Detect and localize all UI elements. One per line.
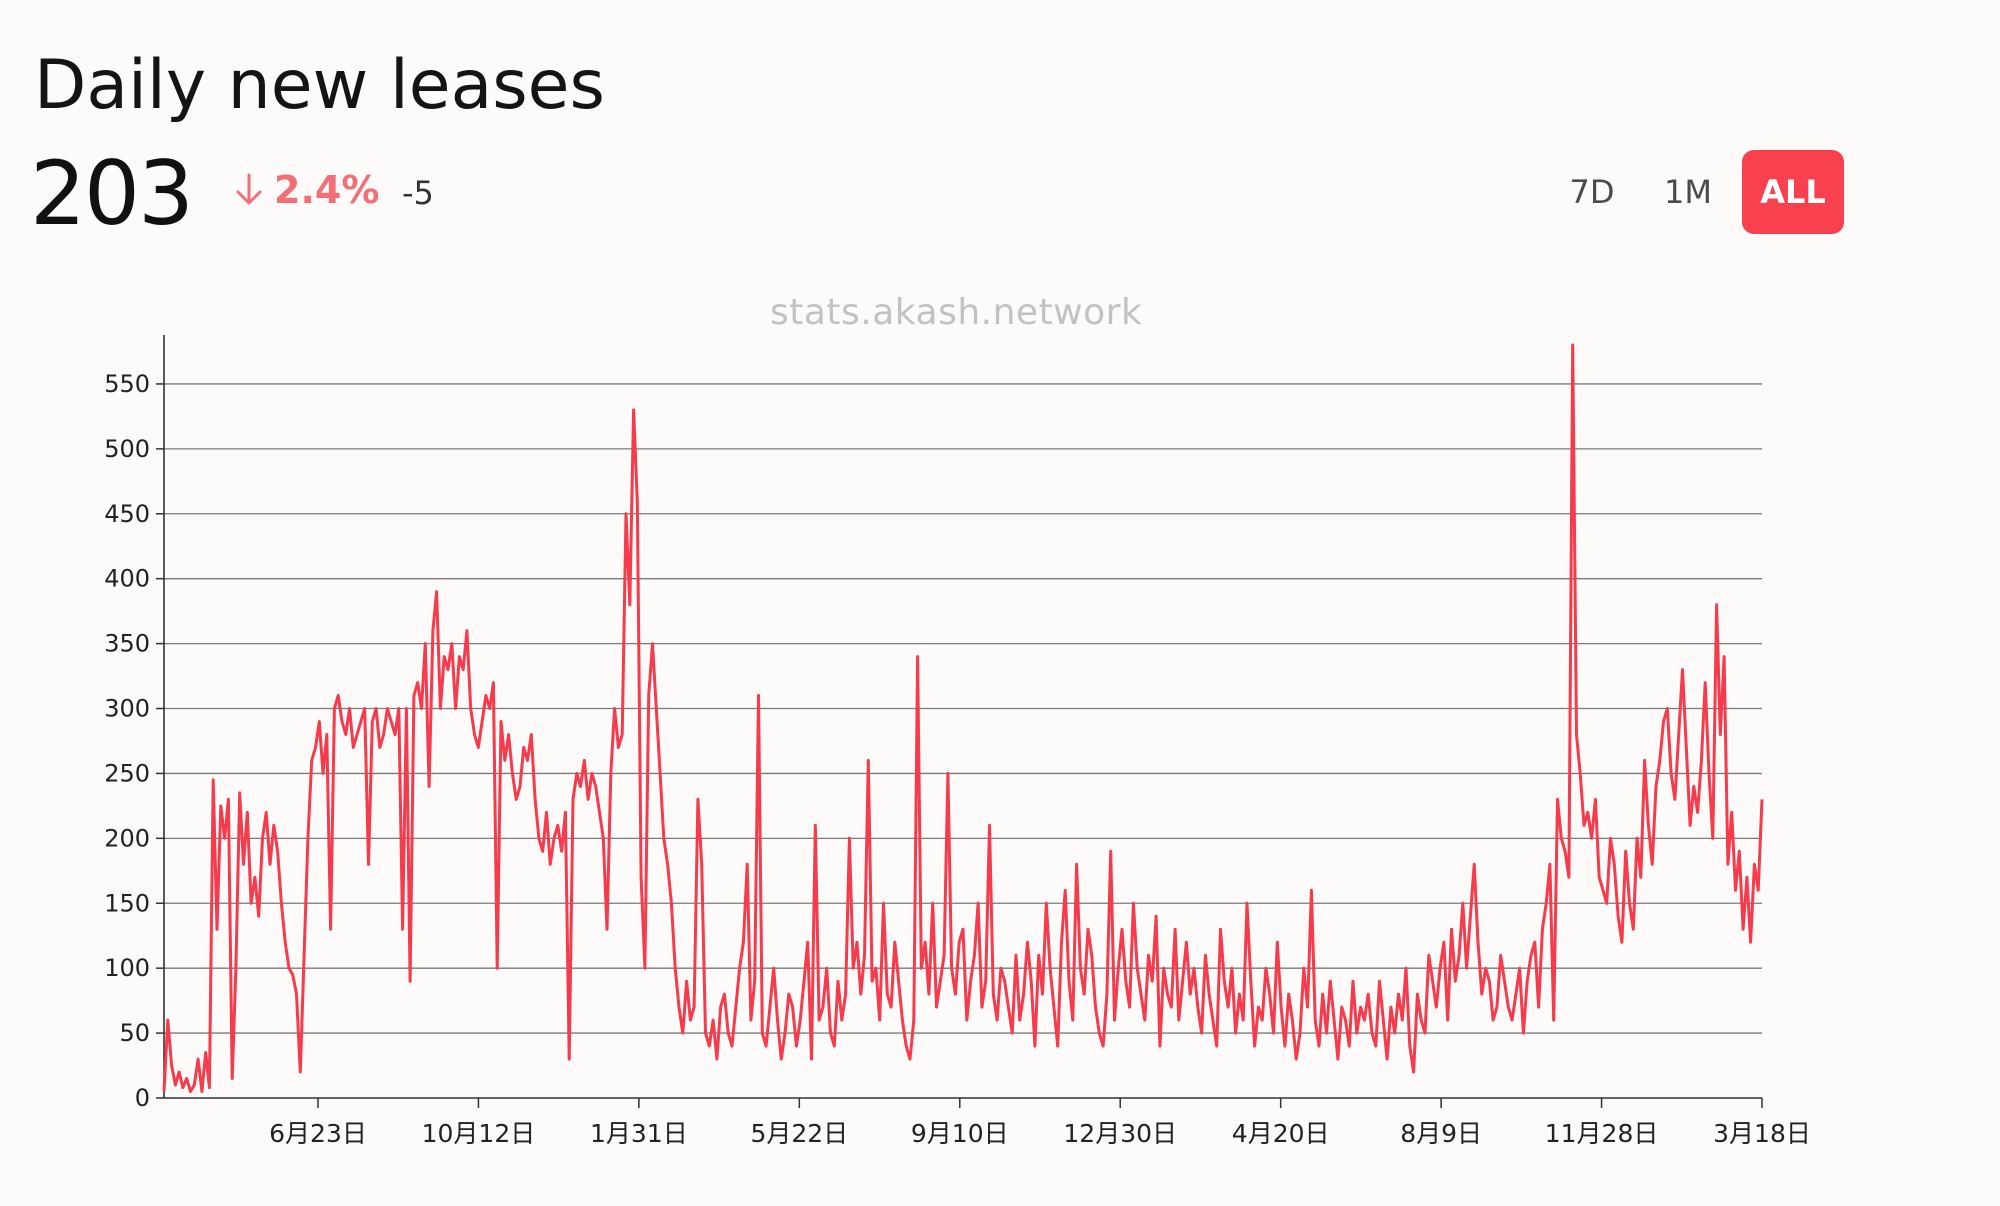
x-tick-label: 9月10日 (911, 1119, 1009, 1148)
x-tick-label: 10月12日 (422, 1119, 536, 1148)
y-tick-label: 250 (104, 759, 150, 787)
y-tick-label: 0 (135, 1084, 150, 1112)
page-title: Daily new leases (34, 46, 605, 125)
series-line (162, 343, 1764, 1093)
y-tick-label: 150 (104, 889, 150, 917)
x-tick-label: 5月22日 (750, 1119, 848, 1148)
change-percent: 2.4% (236, 168, 379, 212)
change-absolute: -5 (402, 174, 434, 212)
metric-value: 203 (30, 142, 194, 245)
x-tick-label: 11月28日 (1545, 1119, 1659, 1148)
range-button-7d[interactable]: 7D (1569, 173, 1615, 211)
arrow-down-icon (236, 173, 262, 205)
x-tick-label: 3月18日 (1713, 1119, 1811, 1148)
chart-series (162, 343, 1764, 1093)
range-button-1m[interactable]: 1M (1664, 173, 1712, 211)
chart-grid (164, 383, 1762, 1034)
watermark: stats.akash.network (770, 292, 1143, 333)
x-tick-label: 4月20日 (1232, 1119, 1330, 1148)
x-tick-label: 12月30日 (1063, 1119, 1177, 1148)
y-tick-label: 400 (104, 565, 150, 593)
y-tick-label: 500 (104, 435, 150, 463)
y-tick-label: 300 (104, 695, 150, 723)
y-tick-label: 50 (119, 1019, 150, 1047)
x-axis: 6月23日 10月12日 1月31日 5月22日 9月10日 12月30日 4月20日 8月9… (164, 1097, 1811, 1148)
x-tick-label: 8月9日 (1400, 1119, 1482, 1148)
range-button-all[interactable]: ALL (1742, 150, 1844, 234)
x-tick-label: 1月31日 (590, 1119, 688, 1148)
y-tick-label: 350 (104, 630, 150, 658)
y-axis: 0 50 100 150 200 250 300 350 400 450 500 550 (104, 335, 165, 1112)
change-percent-label: 2.4% (274, 168, 380, 212)
y-tick-label: 100 (104, 954, 150, 982)
y-tick-label: 200 (104, 824, 150, 852)
y-tick-label: 550 (104, 370, 150, 398)
y-tick-label: 450 (104, 500, 150, 528)
x-tick-label: 6月23日 (269, 1119, 367, 1148)
